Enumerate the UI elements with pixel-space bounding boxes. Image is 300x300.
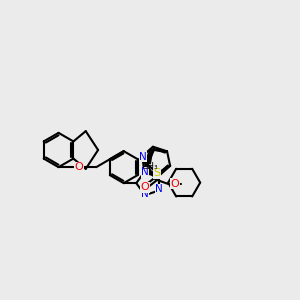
- Text: O: O: [75, 162, 83, 172]
- Text: N: N: [141, 189, 149, 199]
- Text: O: O: [141, 182, 149, 192]
- Text: O: O: [170, 179, 179, 189]
- Text: N: N: [155, 184, 163, 194]
- Text: N: N: [139, 152, 147, 162]
- Text: CH₃: CH₃: [142, 162, 158, 171]
- Text: N: N: [141, 167, 149, 177]
- Text: S: S: [154, 168, 161, 178]
